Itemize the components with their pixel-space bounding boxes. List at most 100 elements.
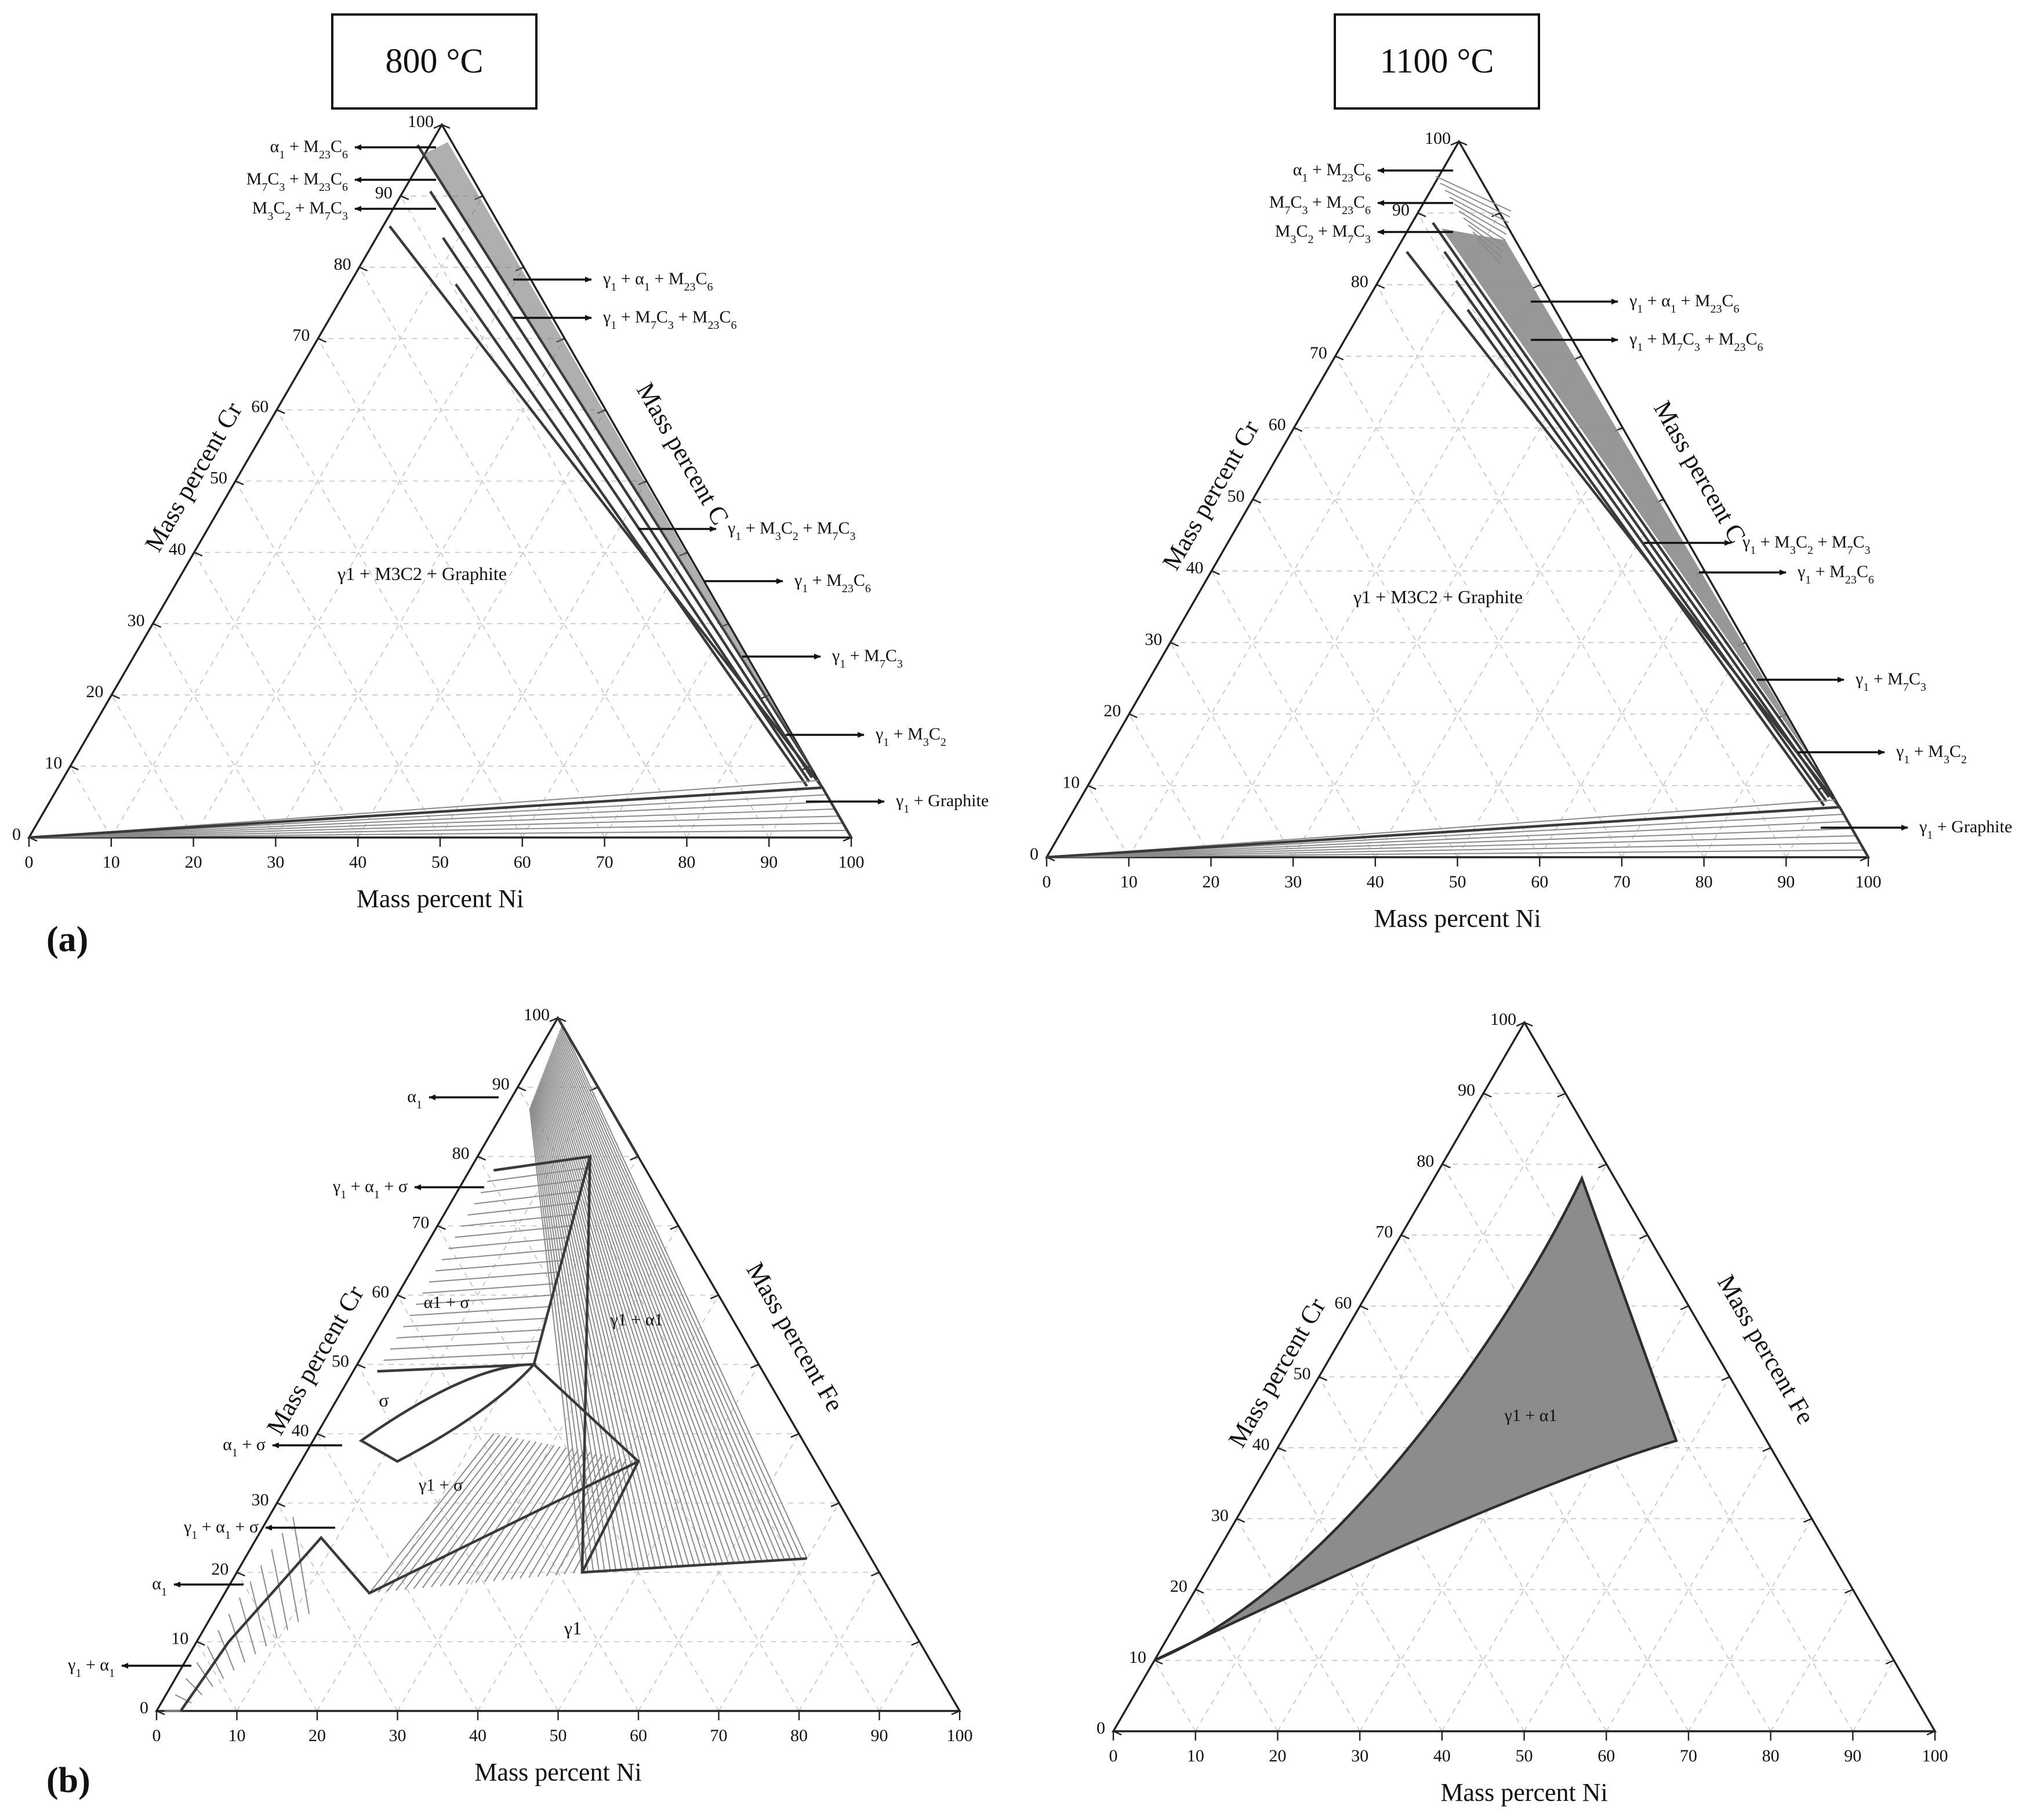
annotation-left: α1	[407, 1087, 422, 1111]
annotation-right: γ1 + M7C3 + M23C6	[602, 307, 736, 332]
tick-label-ni: 70	[596, 853, 613, 872]
tick-label-ni: 0	[153, 1726, 161, 1745]
annotation-right: γ1 + Graphite	[1919, 817, 2012, 842]
tick-label-cr: 30	[1211, 1506, 1229, 1525]
axis-label-bottom: Mass percent Ni	[1440, 1778, 1607, 1807]
tick-label-ni: 50	[550, 1726, 567, 1745]
annotation-right: γ1 + M23C6	[1797, 562, 1874, 586]
tick-label-ni: 50	[431, 853, 449, 872]
tick-label-cr: 10	[171, 1629, 188, 1648]
annotation-right: γ1 + M3C2 + M7C3	[1742, 532, 1870, 557]
tick-label-cr: 60	[251, 397, 268, 416]
annotation-right: γ1 + M7C3 + M23C6	[1629, 329, 1763, 354]
annotation-right: γ1 + M7C3	[1855, 669, 1926, 694]
tick-label-ni: 70	[710, 1726, 728, 1745]
annotation-right: γ1 + M3C2	[1896, 742, 1967, 766]
tick-label-ni: 20	[1269, 1746, 1286, 1765]
tick-label-cr: 50	[1228, 487, 1245, 506]
tick-label-cr: 70	[292, 326, 310, 345]
tick-label-ni: 30	[267, 853, 284, 872]
tick-label-ni: 60	[1598, 1746, 1615, 1765]
axis-label-left: Mass percent Cr	[139, 397, 248, 556]
annotation-left: M7C3 + M23C6	[246, 169, 348, 194]
tick-label-cr: 10	[45, 753, 62, 773]
tick-label-cr: 30	[252, 1491, 269, 1510]
tick-label-ni: 40	[469, 1726, 487, 1745]
tick-label-cr: 80	[334, 255, 351, 274]
tick-label-ni: 100	[838, 853, 865, 872]
axis-label-bottom: Mass percent Ni	[357, 884, 524, 913]
tick-label-cr: 50	[332, 1352, 349, 1371]
tick-label-ni: 70	[1680, 1746, 1697, 1765]
annotation-left: M3C2 + M7C3	[252, 198, 348, 223]
tick-label-cr: 90	[375, 183, 393, 202]
ternary-panel-a-800: 00 10 10 20 20 30 30 40 40 50 50 60 60 70 70 80 80 90 90 10…	[12, 112, 989, 913]
tick-label-ni: 0	[25, 853, 34, 872]
tick-label-cr: 80	[1351, 272, 1368, 291]
tick-label-cr: 30	[128, 611, 145, 630]
tick-label-cr: 60	[372, 1282, 389, 1301]
phase-label-sigma: σ	[379, 1390, 389, 1411]
annotation-right: γ1 + M3C2 + M7C3	[727, 519, 855, 543]
annotation-right: γ1 + M3C2	[875, 724, 946, 749]
tick-label-ni: 90	[760, 853, 778, 872]
tick-label-ni: 80	[1696, 872, 1713, 891]
annotation-left: M7C3 + M23C6	[1269, 193, 1371, 217]
tick-label-ni: 90	[1777, 872, 1795, 891]
tick-label-cr: 20	[1103, 701, 1121, 720]
tick-label-cr: 100	[408, 112, 434, 131]
temp-label-800: 800 °C	[385, 42, 483, 80]
tick-label-cr: 0	[12, 825, 21, 844]
tick-label-ni: 10	[228, 1726, 246, 1745]
phase-label-a800-main: γ1 + M3C2 + Graphite	[337, 563, 507, 584]
tick-label-ni: 60	[630, 1726, 647, 1745]
tick-label-cr: 0	[1097, 1719, 1105, 1738]
tick-label-ni: 30	[389, 1726, 406, 1745]
axis-label-left: Mass percent Cr	[261, 1281, 369, 1440]
tick-label-ni: 30	[1351, 1746, 1368, 1765]
tick-label-ni: 50	[1516, 1746, 1533, 1765]
tick-label-ni: 20	[308, 1726, 326, 1745]
tick-label-cr: 80	[452, 1144, 470, 1163]
tick-label-cr: 70	[1375, 1223, 1393, 1242]
tick-label-ni: 40	[349, 853, 366, 872]
phase-label-gamma: γ1	[564, 1618, 582, 1638]
annotation-right: γ1 + α1 + M23C6	[602, 269, 713, 293]
tick-label-cr: 90	[492, 1075, 510, 1094]
ternary-frame	[27, 122, 853, 839]
tick-label-cr: 80	[1417, 1151, 1434, 1170]
tick-label-ni: 80	[790, 1726, 808, 1745]
tick-label-ni: 100	[1922, 1746, 1948, 1765]
phase-label-alpha-sigma: α1 + σ	[424, 1293, 470, 1312]
annotation-left: γ1 + α1	[67, 1655, 115, 1680]
tick-label-ni: 70	[1613, 872, 1631, 891]
tick-label-ni: 100	[947, 1726, 973, 1745]
phase-label-a1100-main: γ1 + M3C2 + Graphite	[1353, 586, 1523, 607]
tick-label-ni: 60	[514, 853, 531, 872]
tick-label-ni: 100	[1856, 872, 1882, 891]
tick-label-ni: 0	[1043, 872, 1051, 891]
tick-label-cr: 30	[1145, 630, 1162, 649]
tick-label-ni: 10	[103, 853, 120, 872]
tick-label-cr: 10	[1062, 773, 1080, 792]
tick-label-cr: 60	[1334, 1293, 1352, 1313]
tick-label-cr: 60	[1269, 415, 1286, 434]
annotation-right: γ1 + M23C6	[794, 571, 871, 595]
tick-label-cr: 20	[1170, 1577, 1188, 1596]
phase-label-gamma-alpha-1100: γ1 + α1	[1504, 1406, 1557, 1425]
tick-label-cr: 10	[1129, 1648, 1146, 1667]
tick-label-ni: 10	[1187, 1746, 1204, 1765]
tick-label-cr: 70	[412, 1213, 429, 1232]
tick-label-ni: 0	[1109, 1746, 1118, 1765]
tick-label-cr: 100	[1425, 129, 1451, 148]
tick-label-ni: 40	[1433, 1746, 1451, 1765]
axis-label-bottom: Mass percent Ni	[1374, 904, 1541, 933]
tick-label-ni: 60	[1531, 872, 1548, 891]
tick-label-cr: 0	[140, 1698, 148, 1717]
annotation-right: γ1 + Graphite	[895, 791, 989, 815]
boundary-alpha-sigma	[377, 1155, 592, 1373]
tick-label-cr: 40	[1252, 1435, 1270, 1454]
tick-label-cr: 20	[211, 1560, 228, 1579]
tick-label-cr: 90	[1458, 1081, 1475, 1100]
